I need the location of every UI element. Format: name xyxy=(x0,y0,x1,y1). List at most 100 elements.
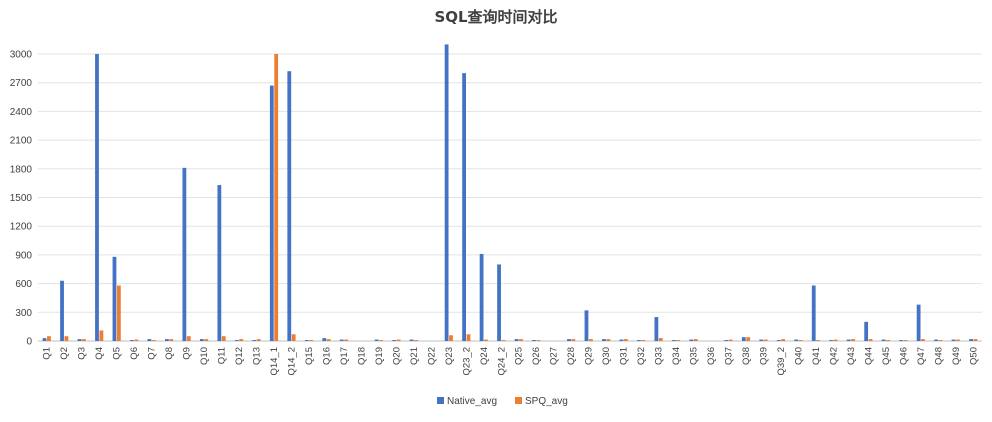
bar-SPQ_avg-Q35 xyxy=(693,339,698,341)
x-tick-label: Q14_2 xyxy=(286,347,297,376)
bar-SPQ_avg-Q12 xyxy=(239,339,244,341)
bar-SPQ_avg-Q32 xyxy=(641,340,646,341)
bar-SPQ_avg-Q33 xyxy=(658,338,663,341)
bar-Native_avg-Q23_2 xyxy=(462,73,466,341)
bar-SPQ_avg-Q9 xyxy=(186,336,191,341)
bar-SPQ_avg-Q39 xyxy=(763,339,768,341)
x-tick-label: Q43 xyxy=(846,347,857,365)
bar-Native_avg-Q29 xyxy=(584,310,589,341)
x-tick-label: Q24 xyxy=(479,347,490,365)
y-tick-label: 2100 xyxy=(10,136,33,147)
x-tick-label: Q37 xyxy=(724,347,735,365)
bar-SPQ_avg-Q31 xyxy=(623,339,628,341)
bar-SPQ_avg-Q34 xyxy=(676,340,681,341)
x-tick-label: Q18 xyxy=(356,347,367,365)
bar-SPQ_avg-Q45 xyxy=(886,340,890,341)
bar-Native_avg-Q6 xyxy=(130,340,134,341)
x-tick-label: Q36 xyxy=(706,347,717,365)
x-tick-label: Q27 xyxy=(549,347,560,365)
legend-label: Native_avg xyxy=(447,396,497,407)
x-tick-label: Q46 xyxy=(898,347,909,365)
bar-SPQ_avg-Q29 xyxy=(588,339,593,341)
bar-Native_avg-Q41 xyxy=(811,285,816,341)
x-tick-label: Q34 xyxy=(671,347,682,365)
x-tick-label: Q35 xyxy=(689,347,700,365)
x-tick-label: Q23 xyxy=(444,347,455,365)
bar-Native_avg-Q50 xyxy=(969,339,973,341)
x-tick-label: Q6 xyxy=(129,347,140,360)
bar-Native_avg-Q14_2 xyxy=(287,71,292,341)
bar-SPQ_avg-Q15 xyxy=(309,340,314,341)
bar-SPQ_avg-Q50 xyxy=(973,339,978,341)
bar-Native_avg-Q25 xyxy=(514,339,519,341)
bar-Native_avg-Q46 xyxy=(899,340,904,341)
bar-SPQ_avg-Q24_2 xyxy=(501,340,506,341)
bar-SPQ_avg-Q21 xyxy=(414,340,418,341)
bar-Native_avg-Q9 xyxy=(182,167,187,341)
x-tick-label: Q5 xyxy=(112,347,123,360)
x-tick-label: Q8 xyxy=(164,347,175,360)
bar-SPQ_avg-Q4 xyxy=(99,330,104,341)
y-tick-label: 1800 xyxy=(10,164,33,175)
bar-Native_avg-Q8 xyxy=(165,339,169,341)
bar-SPQ_avg-Q37 xyxy=(728,339,733,341)
x-tick-label: Q50 xyxy=(968,347,979,365)
y-tick-label: 2400 xyxy=(10,107,33,118)
y-tick-label: 0 xyxy=(26,337,32,348)
bar-SPQ_avg-Q10 xyxy=(204,339,209,341)
x-tick-label: Q39_2 xyxy=(776,347,787,376)
bar-Native_avg-Q1 xyxy=(42,338,47,341)
bar-SPQ_avg-Q43 xyxy=(851,339,855,341)
x-tick-label: Q11 xyxy=(217,347,228,364)
bar-Native_avg-Q38 xyxy=(741,337,746,341)
bar-Native_avg-Q15 xyxy=(304,340,309,341)
x-tick-label: Q12 xyxy=(234,347,245,365)
bar-SPQ_avg-Q28 xyxy=(571,339,576,341)
bar-Native_avg-Q11 xyxy=(217,185,222,341)
bar-Native_avg-Q24 xyxy=(479,253,484,341)
bar-SPQ_avg-Q40 xyxy=(798,340,803,341)
bar-Native_avg-Q47 xyxy=(916,304,921,341)
bar-Native_avg-Q4 xyxy=(95,54,99,341)
bar-Native_avg-Q19 xyxy=(374,339,379,341)
legend-label: SPQ_avg xyxy=(525,396,568,407)
x-tick-label: Q44 xyxy=(863,347,874,365)
bar-Native_avg-Q17 xyxy=(339,339,344,341)
x-tick-label: Q33 xyxy=(654,347,665,365)
x-tick-label: Q29 xyxy=(584,347,595,365)
bar-SPQ_avg-Q46 xyxy=(903,340,908,341)
x-tick-label: Q7 xyxy=(147,347,158,360)
bar-Native_avg-Q32 xyxy=(637,340,641,341)
x-tick-label: Q47 xyxy=(916,347,927,365)
x-tick-label: Q10 xyxy=(199,347,210,365)
bar-SPQ_avg-Q8 xyxy=(169,339,174,341)
bar-Native_avg-Q14_1 xyxy=(269,85,274,341)
bar-SPQ_avg-Q7 xyxy=(151,340,156,341)
bar-SPQ_avg-Q47 xyxy=(921,339,925,341)
x-tick-label: Q9 xyxy=(182,347,193,360)
bar-SPQ_avg-Q1 xyxy=(47,336,51,341)
x-tick-label: Q13 xyxy=(252,347,263,365)
bar-Native_avg-Q24_2 xyxy=(497,264,501,341)
bar-Native_avg-Q26 xyxy=(532,340,536,341)
legend-swatch-Native_avg xyxy=(437,397,444,404)
bar-Native_avg-Q28 xyxy=(567,339,571,341)
bar-Native_avg-Q48 xyxy=(934,339,938,341)
x-tick-label: Q28 xyxy=(566,347,577,365)
bar-Native_avg-Q12 xyxy=(234,340,239,341)
x-tick-label: Q24_2 xyxy=(496,347,507,376)
y-axis-ticks: 0 300 600 900 1200 1500 1800 2100 2400 2700 3000 xyxy=(10,50,33,348)
x-tick-label: Q19 xyxy=(374,347,385,365)
x-tick-label: Q40 xyxy=(793,347,804,365)
bar-Native_avg-Q3 xyxy=(77,339,82,341)
bar-SPQ_avg-Q49 xyxy=(956,339,960,341)
x-tick-label: Q25 xyxy=(514,347,525,365)
x-tick-label: Q16 xyxy=(321,347,332,365)
bar-Native_avg-Q5 xyxy=(112,256,117,341)
legend: Native_avg SPQ_avg xyxy=(437,396,568,407)
bar-Native_avg-Q39 xyxy=(759,339,764,341)
x-tick-label: Q14_1 xyxy=(269,347,280,376)
x-tick-label: Q31 xyxy=(619,347,630,365)
